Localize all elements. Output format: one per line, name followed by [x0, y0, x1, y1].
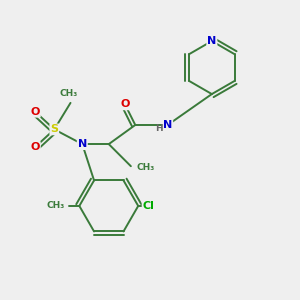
Text: O: O [120, 99, 130, 110]
Text: O: O [31, 142, 40, 152]
Text: N: N [78, 139, 87, 149]
Text: H: H [156, 124, 163, 133]
Text: CH₃: CH₃ [60, 88, 78, 98]
Text: N: N [207, 36, 217, 46]
Text: CH₃: CH₃ [46, 201, 64, 210]
Text: CH₃: CH₃ [136, 163, 155, 172]
Text: N: N [163, 120, 172, 130]
Text: S: S [50, 124, 58, 134]
Text: O: O [31, 107, 40, 117]
Text: Cl: Cl [142, 201, 154, 211]
